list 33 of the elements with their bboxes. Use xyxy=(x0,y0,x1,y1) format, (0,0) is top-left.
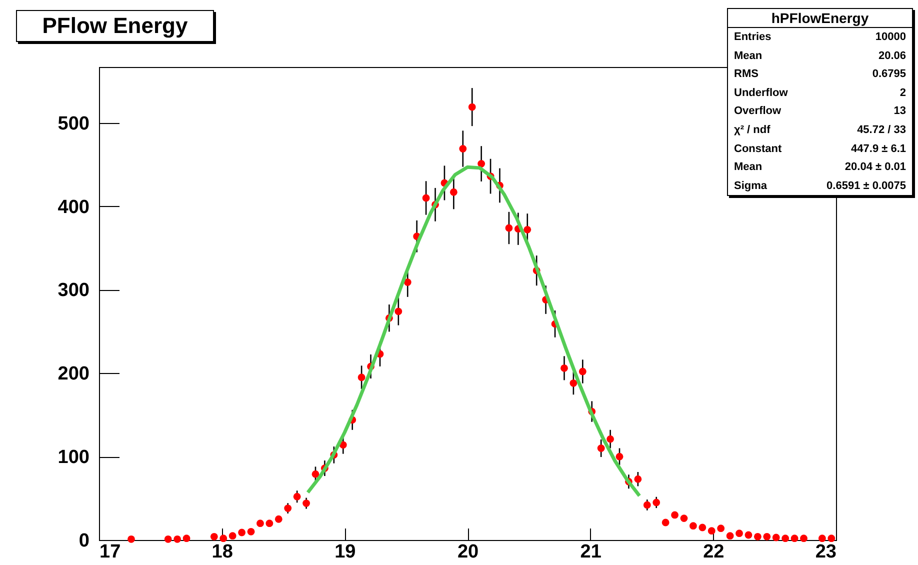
text: 45.72 / 33 xyxy=(857,122,906,138)
y-tick-label: 300 xyxy=(58,280,90,302)
x-tick-label: 21 xyxy=(580,542,602,562)
text: 20.04 ± 0.01 xyxy=(844,160,906,176)
text: Entries xyxy=(734,30,772,45)
chart-title: PFlow Energy xyxy=(16,10,214,42)
annotation: 0.6591 ± 0.0075 xyxy=(826,178,906,194)
text: 13 xyxy=(894,104,906,120)
text: 447.9 ± 6.1 xyxy=(851,142,906,157)
annotation: Constant xyxy=(734,142,782,157)
x-tick-label: 20 xyxy=(457,542,479,562)
y-tick-label: 200 xyxy=(58,364,90,385)
text: 20.06 xyxy=(878,48,906,64)
y-tick-label: 100 xyxy=(58,447,90,468)
annotation: Underflow xyxy=(734,86,788,101)
y-tick-label: 400 xyxy=(58,196,90,218)
y-tick-label: 0 xyxy=(78,530,90,552)
x-tick-label: 19 xyxy=(334,542,356,562)
annotation: Overflow xyxy=(734,104,782,120)
text: 10000 xyxy=(875,30,906,45)
annotation: Mean xyxy=(734,160,762,176)
x-tick-label: 23 xyxy=(815,542,836,562)
text: Mean xyxy=(734,48,762,64)
x-tick-label: 22 xyxy=(703,542,724,562)
text: hPFlowEnergy xyxy=(728,9,912,28)
y-tick-label: 500 xyxy=(58,113,90,134)
x-tick-label: 18 xyxy=(212,542,233,562)
text: 0.6795 xyxy=(872,67,906,82)
text: 2 xyxy=(900,86,906,101)
annotation: χ² / ndf xyxy=(734,122,770,138)
annotation: RMS xyxy=(734,67,758,82)
annotation: Sigma xyxy=(734,178,768,194)
x-tick-label: 17 xyxy=(100,542,121,562)
